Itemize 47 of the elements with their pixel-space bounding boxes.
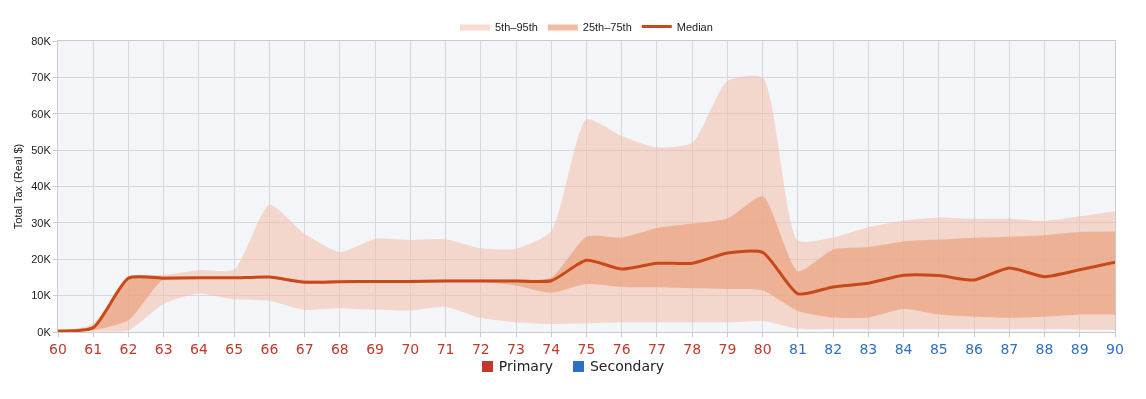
legend-label: 25th–75th [582,20,632,33]
x-tick-label: 69 [366,340,385,357]
x-tick-label: 83 [859,340,878,357]
y-tick-label: 0K [37,325,52,338]
x-tick-label: 85 [929,340,948,357]
x-tick-label: 67 [295,340,314,357]
x-tick-label: 63 [154,340,173,357]
x-tick-label: 79 [718,340,737,357]
x-tick-label: 82 [824,340,843,357]
y-tick-label: 10K [31,289,52,302]
x-tick-label: 88 [1035,340,1054,357]
x-tick-label: 75 [577,340,596,357]
x-tick-label: 78 [683,340,702,357]
x-tick-label: 71 [436,340,455,357]
x-tick-label: 61 [84,340,103,357]
x-tick-label: 76 [612,340,631,357]
x-tick-label: 81 [788,340,807,357]
x-tick-label: 68 [330,340,349,357]
x-tick-label: 87 [1000,340,1019,357]
y-tick-label: 60K [31,107,52,120]
y-tick-label: 20K [31,253,52,266]
legend-label: 5th–95th [495,20,538,33]
x-tick-label: 86 [965,340,984,357]
x-tick-label: 72 [471,340,490,357]
text: Primary [498,358,553,374]
x-tick-label: 74 [542,340,561,357]
x-tick-label: 62 [119,340,138,357]
line-series [58,249,1115,332]
y-tick-label: 80K [31,34,52,47]
y-tick-label: 70K [31,71,52,84]
x-tick-label: 90 [1106,340,1124,357]
x-tick-label: 65 [225,340,244,357]
y-tick-label: 50K [31,143,52,156]
x-tick-label: 70 [401,340,420,357]
x-tick-label: 64 [190,340,208,357]
y-tick-label: 40K [31,180,52,193]
x-tick-label: 60 [49,340,67,357]
y-axis-title: Total Tax (Real $) [11,143,24,230]
x-tick-label: 89 [1070,340,1089,357]
y-tick-label: 30K [31,216,52,229]
x-tick-label: 80 [753,340,772,357]
x-tick-label: 73 [507,340,525,357]
legend-label: Median [676,20,713,33]
text: Secondary [589,358,665,374]
x-tick-label: 77 [648,340,666,357]
x-tick-label: 66 [260,340,279,357]
x-tick-label: 84 [894,340,913,357]
